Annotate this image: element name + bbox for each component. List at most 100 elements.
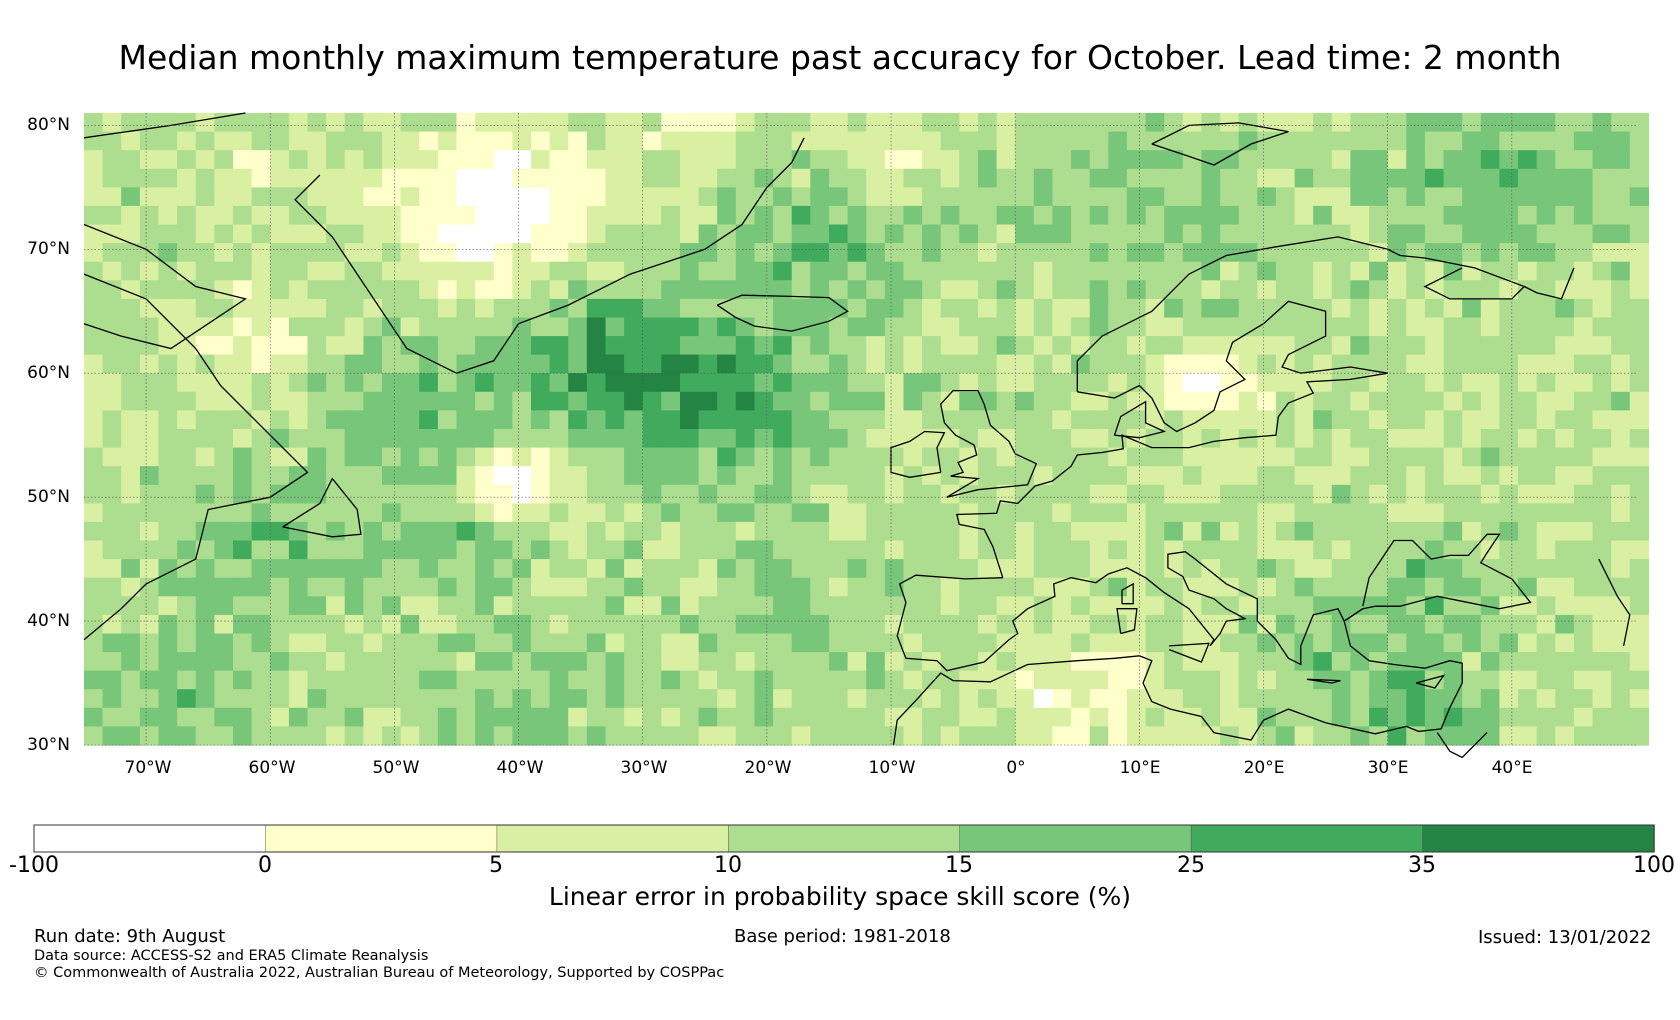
grid-cell — [437, 113, 458, 133]
grid-cell — [829, 521, 849, 542]
grid-cell — [1499, 614, 1519, 635]
grid-cell — [1275, 391, 1296, 411]
grid-cell — [1592, 354, 1612, 374]
grid-cell — [512, 726, 532, 746]
grid-cell — [791, 373, 811, 393]
grid-cell — [586, 317, 606, 337]
grid-cell — [1145, 670, 1165, 690]
grid-cell — [1555, 689, 1575, 709]
grid-cell — [531, 633, 551, 653]
grid-cell — [568, 447, 588, 467]
grid-cell — [493, 317, 513, 337]
grid-cell — [791, 150, 811, 170]
grid-cell — [642, 540, 662, 560]
grid-cell — [866, 317, 886, 337]
grid-cell — [363, 577, 383, 597]
grid-cell — [1536, 317, 1556, 337]
grid-cell — [288, 410, 309, 430]
grid-cell — [866, 224, 886, 244]
grid-cell — [1611, 280, 1631, 300]
grid-cell — [1089, 596, 1109, 616]
grid-cell — [1126, 466, 1147, 486]
grid-cell — [121, 391, 141, 411]
grid-cell — [195, 205, 215, 226]
grid-cell — [1406, 354, 1426, 374]
grid-cell — [1238, 726, 1258, 746]
grid-cell — [605, 224, 625, 244]
grid-cell — [419, 131, 439, 151]
grid-cell — [419, 429, 439, 449]
grid-cell — [177, 447, 197, 467]
grid-cell — [624, 652, 644, 672]
grid-cell — [121, 596, 141, 616]
grid-cell — [270, 205, 290, 226]
grid-cell — [139, 298, 160, 319]
grid-cell — [903, 187, 923, 207]
grid-cell — [195, 614, 215, 635]
grid-cell — [1387, 205, 1407, 226]
grid-cell — [810, 466, 830, 486]
grid-cell — [1015, 168, 1035, 188]
grid-cell — [605, 336, 625, 356]
grid-cell — [1331, 503, 1351, 523]
grid-cell — [1182, 205, 1202, 226]
grid-cell — [1536, 429, 1556, 449]
grid-cell — [1555, 354, 1575, 374]
grid-cell — [1369, 503, 1389, 523]
grid-cell — [1592, 689, 1612, 709]
grid-cell — [419, 168, 439, 188]
grid-cell — [1238, 336, 1258, 356]
grid-cell — [1573, 633, 1594, 653]
grid-cell — [1108, 261, 1128, 281]
grid-cell — [1015, 484, 1035, 504]
grid-cell — [1089, 633, 1109, 653]
grid-cell — [363, 503, 383, 523]
grid-cell — [847, 670, 867, 690]
grid-cell — [940, 373, 960, 393]
grid-cell — [363, 652, 383, 672]
grid-cell — [233, 150, 253, 170]
grid-cell — [866, 466, 886, 486]
grid-cell — [698, 577, 718, 597]
grid-cell — [121, 447, 141, 467]
grid-cell — [1518, 726, 1538, 746]
grid-cell — [978, 205, 998, 226]
grid-cell — [233, 577, 253, 597]
grid-cell — [288, 317, 309, 337]
grid-cell — [1406, 670, 1426, 690]
grid-cell — [959, 131, 979, 151]
coastline — [1077, 300, 1388, 433]
grid-cell — [326, 354, 346, 374]
grid-cell — [531, 614, 551, 635]
grid-cell — [1499, 466, 1519, 486]
grid-cell — [1331, 280, 1351, 300]
grid-cell — [1573, 205, 1594, 226]
grid-cell — [1182, 614, 1202, 635]
grid-cell — [1220, 187, 1240, 207]
grid-cell — [400, 466, 420, 486]
grid-cell — [829, 298, 849, 319]
grid-cell — [363, 317, 383, 337]
grid-cell — [1573, 317, 1594, 337]
grid-cell — [1294, 354, 1314, 374]
grid-cell — [1164, 689, 1184, 709]
grid-cell — [735, 354, 755, 374]
grid-cell — [1108, 540, 1128, 560]
grid-cell — [344, 559, 364, 579]
grid-cell — [1294, 317, 1314, 337]
grid-cell — [1424, 429, 1445, 449]
grid-cell — [1164, 113, 1184, 133]
grid-cell — [1257, 336, 1277, 356]
coastline — [890, 430, 946, 478]
grid-cell — [978, 726, 998, 746]
grid-cell — [791, 354, 811, 374]
grid-cell — [717, 559, 737, 579]
grid-cell — [437, 224, 458, 244]
grid-cell — [1331, 131, 1351, 151]
grid-cell — [996, 187, 1016, 207]
grid-cell — [1629, 261, 1649, 281]
grid-cell — [270, 243, 290, 263]
grid-cell — [810, 447, 830, 467]
grid-cell — [121, 187, 141, 207]
grid-cell — [251, 652, 271, 672]
